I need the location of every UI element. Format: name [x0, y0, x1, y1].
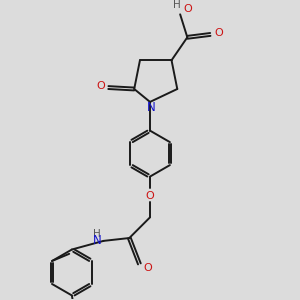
- Text: O: O: [146, 191, 154, 201]
- Text: O: O: [214, 28, 223, 38]
- Text: H: H: [93, 229, 101, 239]
- Text: N: N: [93, 234, 101, 248]
- Text: N: N: [147, 101, 156, 114]
- Text: O: O: [184, 4, 193, 14]
- Text: O: O: [96, 81, 105, 91]
- Text: H: H: [173, 0, 181, 10]
- Text: O: O: [143, 263, 152, 273]
